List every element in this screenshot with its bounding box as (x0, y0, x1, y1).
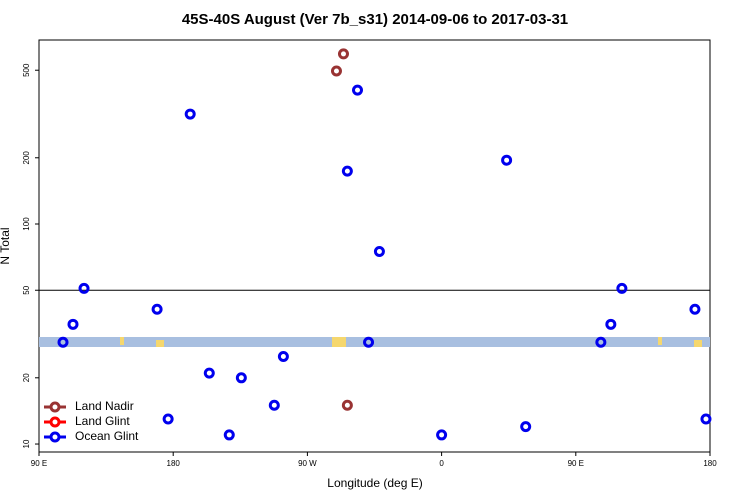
data-point (67, 318, 79, 330)
map-strip (39, 337, 710, 347)
x-axis-label: Longitude (deg E) (327, 476, 422, 490)
data-point (341, 399, 353, 411)
data-point (330, 65, 342, 77)
chart-title: 45S-40S August (Ver 7b_s31) 2014-09-06 t… (182, 11, 568, 28)
y-axis-label: N Total (0, 227, 12, 264)
data-point (78, 282, 90, 294)
data-point (363, 336, 375, 348)
legend-marker (49, 431, 61, 443)
data-point (520, 421, 532, 433)
data-point (341, 165, 353, 177)
x-tick-label: 90 E (31, 459, 47, 468)
legend-label: Land Glint (75, 414, 130, 428)
x-tick-label: 180 (167, 459, 181, 468)
data-point (373, 245, 385, 257)
data-point (57, 336, 69, 348)
x-tick-label: 90 E (568, 459, 584, 468)
data-point (501, 154, 513, 166)
data-point (277, 350, 289, 362)
data-point (235, 372, 247, 384)
y-tick-label: 100 (22, 217, 31, 231)
x-tick-label: 0 (439, 459, 444, 468)
data-point (700, 413, 712, 425)
data-point (616, 282, 628, 294)
y-tick-label: 50 (22, 285, 31, 294)
data-point (223, 429, 235, 441)
data-point (605, 318, 617, 330)
data-point (595, 336, 607, 348)
data-point (352, 84, 364, 96)
data-point (184, 108, 196, 120)
x-tick-label: 180 (703, 459, 717, 468)
y-tick-label: 20 (22, 373, 31, 382)
x-tick-label: 90 W (298, 459, 317, 468)
y-tick-label: 10 (22, 439, 31, 448)
data-point (162, 413, 174, 425)
data-point (436, 429, 448, 441)
data-point (337, 48, 349, 60)
data-point (268, 399, 280, 411)
legend-marker (49, 401, 61, 413)
data-point (151, 303, 163, 315)
legend-marker (49, 416, 61, 428)
legend-label: Land Nadir (75, 399, 134, 413)
y-tick-label: 200 (22, 151, 31, 165)
y-tick-label: 500 (22, 63, 31, 77)
plot-frame (38, 39, 711, 453)
data-point (203, 367, 215, 379)
data-point (689, 303, 701, 315)
legend-label: Ocean Glint (75, 429, 139, 443)
